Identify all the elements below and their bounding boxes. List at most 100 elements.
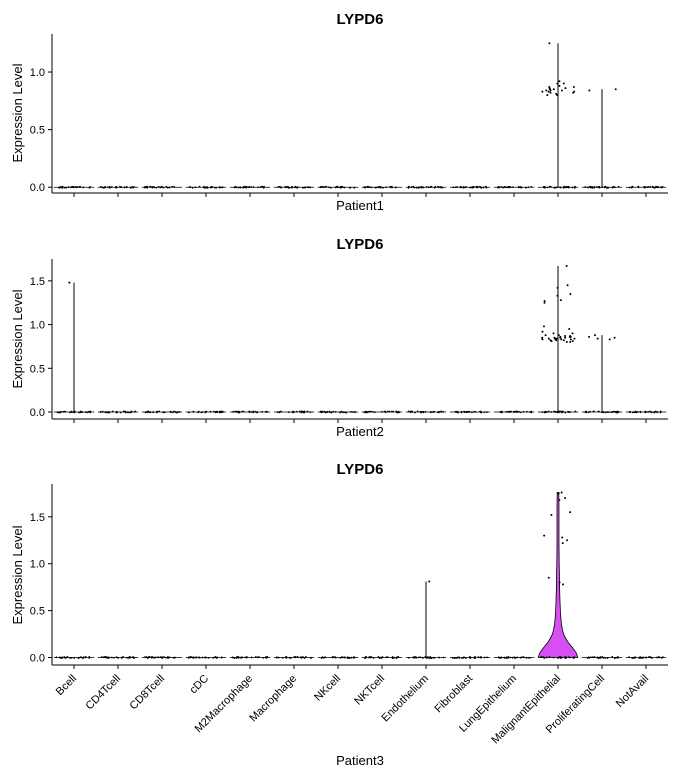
x-tick-label: CD8Tcell [128, 673, 168, 713]
data-point [79, 186, 81, 188]
data-point [103, 186, 106, 189]
data-point [345, 411, 348, 414]
data-point [509, 656, 512, 659]
data-point [221, 186, 224, 189]
data-point [81, 411, 84, 413]
data-point [658, 656, 661, 659]
data-point [522, 656, 525, 659]
data-point [108, 656, 110, 659]
data-point [68, 281, 71, 284]
data-point [617, 185, 620, 188]
data-point [133, 410, 136, 413]
panel-title: LYPD6 [337, 236, 384, 253]
data-point [560, 89, 563, 92]
data-point [556, 410, 559, 413]
data-point [615, 411, 618, 414]
data-point [516, 656, 519, 659]
data-point [201, 656, 204, 659]
data-point [571, 186, 574, 189]
data-point [484, 185, 487, 188]
data-point [457, 656, 460, 659]
data-point [99, 186, 102, 188]
data-point [483, 656, 486, 659]
data-point [342, 411, 345, 413]
data-point [514, 410, 517, 413]
data-point [599, 656, 601, 659]
data-point [432, 411, 435, 413]
data-point [330, 411, 333, 414]
data-point [89, 411, 91, 414]
data-point [107, 411, 110, 414]
data-point [520, 411, 522, 414]
data-point [504, 657, 506, 659]
data-point [291, 185, 293, 188]
data-point [264, 410, 267, 413]
data-point [173, 656, 176, 659]
data-point [324, 411, 327, 414]
data-point [259, 186, 262, 189]
data-point [543, 185, 546, 188]
x-tick-label: Fibroblast [432, 673, 475, 716]
data-point [631, 411, 634, 414]
data-point [543, 657, 546, 659]
data-point [218, 410, 221, 413]
data-point [453, 657, 456, 659]
data-point [64, 410, 67, 413]
data-point [560, 338, 563, 341]
data-point [465, 186, 467, 188]
data-point [124, 411, 127, 414]
data-point [88, 656, 90, 659]
data-point [252, 411, 255, 414]
data-point [104, 411, 107, 413]
data-point [198, 185, 201, 188]
data-point [589, 410, 592, 413]
data-point [198, 656, 200, 659]
data-point [559, 299, 562, 302]
data-point [310, 657, 312, 659]
data-point [573, 337, 576, 340]
data-point [266, 656, 269, 658]
data-point [334, 410, 337, 413]
data-point [530, 410, 533, 413]
data-point [573, 186, 576, 189]
data-point [350, 656, 353, 659]
data-point [347, 656, 350, 659]
data-point [72, 411, 75, 414]
data-point [309, 411, 312, 414]
data-point [144, 656, 146, 659]
data-point [556, 294, 559, 297]
data-point [461, 657, 463, 659]
data-point [606, 186, 608, 189]
data-point [171, 185, 174, 188]
data-point [103, 656, 106, 658]
y-tick-label: 1.5 [30, 512, 45, 524]
data-point [407, 185, 410, 188]
data-point [325, 185, 328, 188]
data-point [72, 186, 74, 188]
data-point [78, 411, 80, 414]
data-point [333, 656, 336, 659]
data-point [588, 186, 591, 188]
data-point [543, 301, 546, 304]
data-point [592, 410, 595, 413]
data-point [278, 411, 281, 414]
data-point [192, 657, 195, 659]
data-point [146, 657, 149, 659]
data-point [540, 656, 542, 658]
data-point [567, 186, 570, 189]
data-point [86, 411, 89, 414]
data-point [151, 186, 154, 188]
data-point [463, 186, 466, 189]
data-point [549, 89, 552, 92]
x-axis-title: Patient2 [336, 424, 384, 439]
data-point [120, 186, 122, 189]
data-point [584, 186, 587, 188]
data-point [152, 411, 154, 414]
data-point [127, 656, 130, 659]
data-point [545, 656, 548, 659]
data-point [606, 411, 609, 413]
data-point [564, 336, 567, 339]
data-point [385, 186, 387, 189]
data-point [123, 186, 126, 189]
data-point [440, 410, 443, 413]
